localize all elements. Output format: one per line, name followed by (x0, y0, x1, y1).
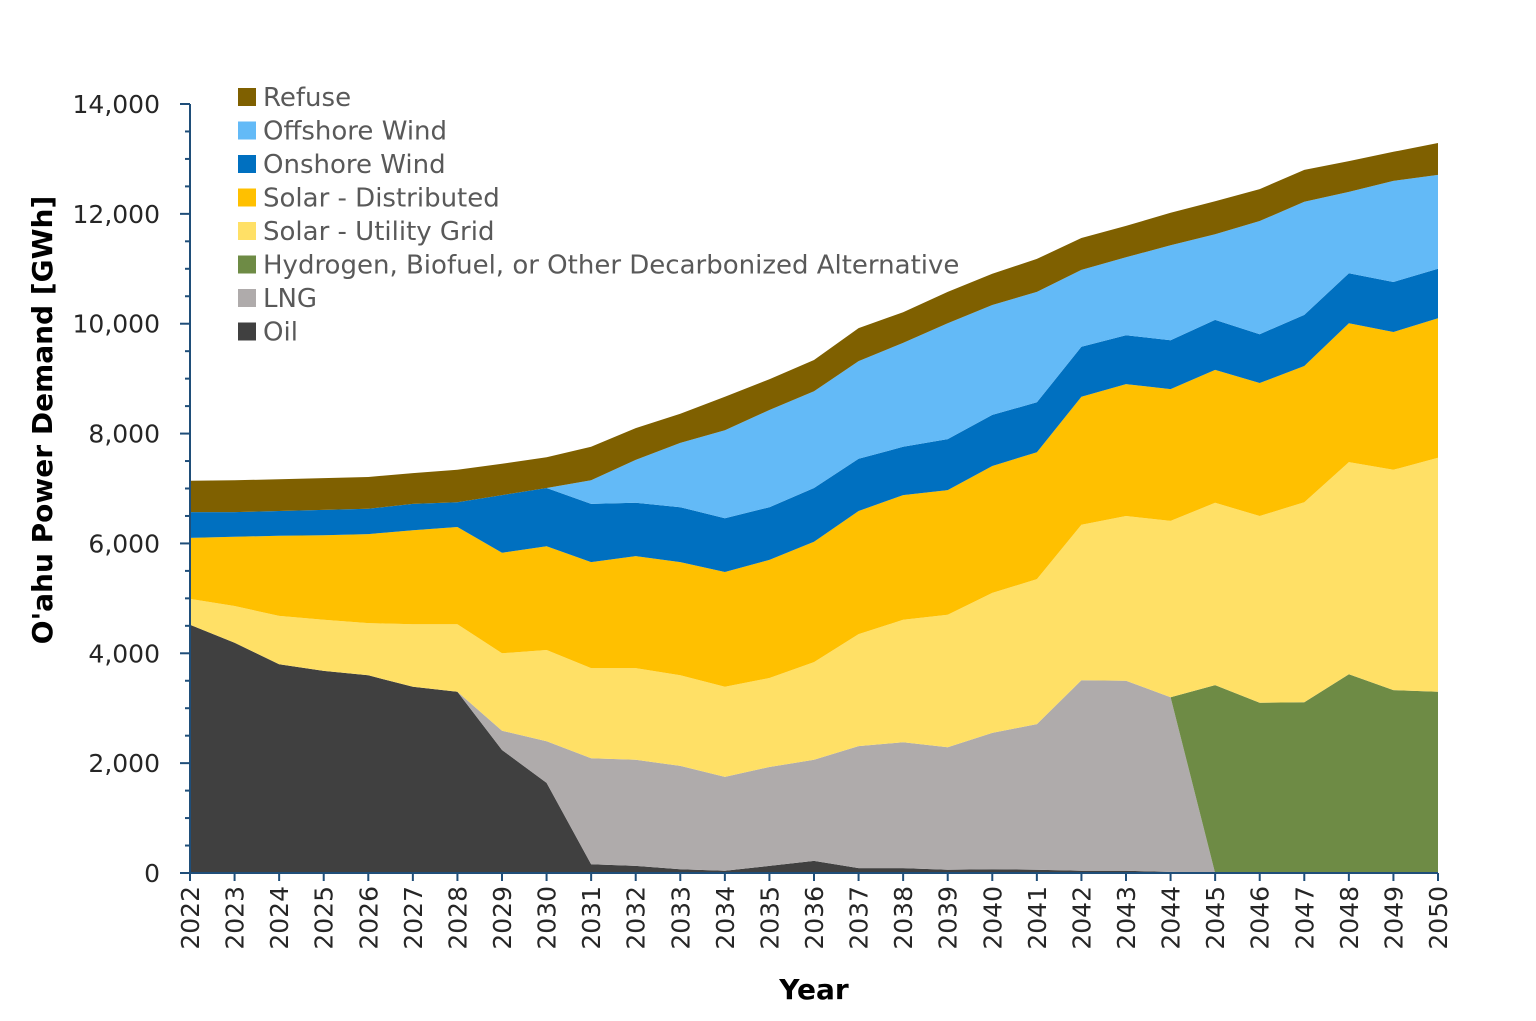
legend-swatch (238, 222, 256, 240)
x-tick-label: 2041 (1023, 886, 1052, 950)
x-tick-label: 2028 (443, 886, 472, 950)
area-hydrogen-biofuel-or-other-decarbonized-alternative (190, 624, 1438, 873)
x-tick-label: 2022 (176, 886, 205, 950)
legend-item: Onshore Wind (238, 150, 446, 180)
area-solar-utility-grid (190, 457, 1438, 777)
y-tick-label: 14,000 (73, 90, 160, 119)
legend-item: Refuse (238, 83, 351, 113)
x-tick-label: 2027 (399, 886, 428, 950)
x-tick-label: 2039 (934, 886, 963, 950)
legend-swatch (238, 322, 256, 341)
legend-swatch (238, 188, 256, 207)
y-tick-label: 12,000 (73, 200, 160, 229)
y-tick-label: 0 (144, 859, 160, 888)
y-tick-label: 10,000 (73, 310, 160, 339)
x-tick-label: 2043 (1112, 886, 1141, 950)
y-tick-label: 6,000 (88, 529, 160, 558)
x-tick-label: 2031 (577, 886, 606, 950)
x-tick-label: 2024 (265, 886, 294, 950)
area-solar-distributed (190, 318, 1438, 687)
area-lng (190, 624, 1438, 873)
x-tick-label: 2049 (1379, 886, 1408, 950)
legend-label: Solar - Distributed (263, 184, 500, 214)
area-layers (190, 143, 1438, 873)
legend-item: Solar - Distributed (238, 184, 500, 214)
x-tick-label: 2040 (978, 886, 1007, 950)
legend-item: LNG (238, 284, 317, 314)
x-axis-title: Year (778, 973, 849, 1006)
legend-item: Hydrogen, Biofuel, or Other Decarbonized… (238, 251, 959, 281)
x-tick-label: 2025 (310, 886, 339, 950)
x-tick-labels: 2022 2023 2024 2025 2026 2027 2028 2029 2030 2031… (176, 886, 1453, 950)
y-tick-label: 2,000 (88, 749, 160, 778)
x-tick-label: 2045 (1201, 886, 1230, 950)
y-tick-label: 4,000 (88, 639, 160, 668)
y-axis-title: O'ahu Power Demand [GWh] (26, 196, 59, 644)
x-tick-label: 2038 (889, 886, 918, 950)
x-tick-label: 2029 (488, 886, 517, 950)
legend-label: Offshore Wind (263, 117, 447, 147)
area-offshore-wind (190, 174, 1438, 519)
legend-label: Refuse (263, 83, 351, 113)
x-tick-label: 2042 (1067, 886, 1096, 950)
x-tick-label: 2032 (622, 886, 651, 950)
x-tick-label: 2044 (1157, 886, 1186, 950)
x-tick-label: 2033 (666, 886, 695, 950)
legend-label: Onshore Wind (263, 150, 446, 180)
axes (180, 103, 1439, 881)
x-tick-label: 2037 (845, 886, 874, 950)
legend-item: Solar - Utility Grid (238, 217, 494, 247)
x-tick-label: 2036 (800, 886, 829, 950)
x-tick-label: 2030 (533, 886, 562, 950)
legend-swatch (238, 289, 256, 307)
x-tick-label: 2050 (1424, 886, 1453, 950)
legend-label: Solar - Utility Grid (263, 217, 494, 247)
y-tick-labels: 0 2,000 4,000 6,000 8,000 10,000 12,000 14,000 (73, 90, 160, 888)
area-oil (190, 624, 1438, 873)
legend-item: Offshore Wind (238, 117, 447, 147)
legend-swatch (238, 155, 256, 173)
legend-item: Oil (238, 318, 298, 348)
legend-label: Hydrogen, Biofuel, or Other Decarbonized… (263, 251, 959, 281)
legend-label: LNG (263, 284, 317, 314)
x-tick-label: 2047 (1290, 886, 1319, 950)
legend-swatch (238, 88, 256, 106)
legend-label: Oil (263, 318, 298, 348)
area-refuse (190, 143, 1438, 513)
x-tick-label: 2034 (711, 886, 740, 950)
x-tick-label: 2046 (1246, 886, 1275, 950)
y-tick-label: 8,000 (88, 420, 160, 449)
x-tick-label: 2026 (354, 886, 383, 950)
x-tick-label: 2048 (1335, 886, 1364, 950)
area-onshore-wind (190, 268, 1438, 572)
x-tick-label: 2023 (221, 886, 250, 950)
legend-swatch (238, 255, 256, 274)
x-tick-label: 2035 (755, 886, 784, 950)
legend-swatch (238, 121, 256, 140)
